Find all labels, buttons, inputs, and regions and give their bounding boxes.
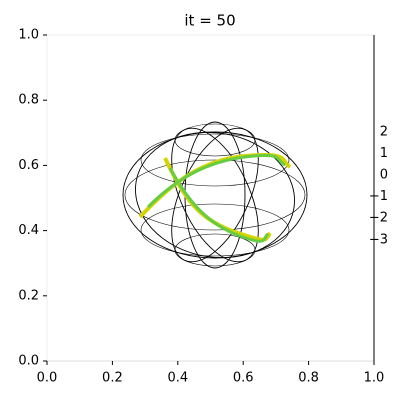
x-tick-label: 1.0 [364, 371, 385, 386]
sphere [122, 121, 308, 269]
z-tick-label: 0 [380, 168, 388, 183]
chart-title: it = 50 [184, 12, 235, 30]
x-tick-label: 0.6 [233, 371, 254, 386]
x-tick-label: 0.8 [298, 371, 319, 386]
y-tick-label: 0.6 [18, 158, 39, 173]
y-tick-label: 0.0 [18, 354, 39, 369]
z-tick-label: −2 [369, 211, 388, 226]
y-tick-label: 0.4 [18, 223, 39, 238]
z-tick-label: −1 [369, 189, 388, 204]
y-tick-label: 0.2 [18, 288, 39, 303]
z-tick-label: 1 [380, 146, 388, 161]
x-tick-label: 0.2 [102, 371, 123, 386]
z-tick-label: −3 [369, 232, 388, 247]
trajectory [138, 152, 292, 243]
y-tick-label: 0.8 [18, 93, 39, 108]
y-tick-label: 1.0 [18, 28, 39, 43]
x-tick-label: 0.4 [167, 371, 188, 386]
z-tick-label: 2 [380, 124, 388, 139]
x-tick-label: 0.0 [37, 371, 58, 386]
